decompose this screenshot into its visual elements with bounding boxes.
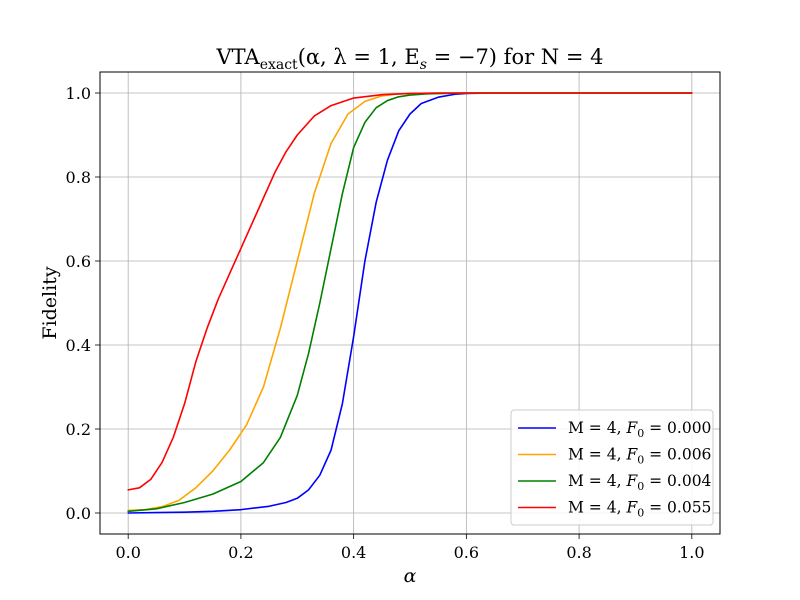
y-tick-label: 0.6 [66, 252, 91, 271]
plot-frame [99, 71, 721, 535]
legend-box [510, 409, 714, 526]
x-tick-label: 1.0 [679, 543, 704, 562]
chart-title: VTAexact(α, λ = 1, Es = −7) for N = 4 [215, 45, 603, 73]
legend-label: M = 4, F0 = 0.000 [568, 419, 711, 440]
chart-title-prefix: VTA [215, 45, 260, 69]
x-tick-label: 0.0 [115, 543, 140, 562]
x-axis-label: α [404, 565, 417, 587]
y-axis-label: Fidelity [39, 266, 61, 339]
legend-label: M = 4, F0 = 0.004 [568, 472, 712, 493]
chart-title-params-subscript: s [420, 57, 427, 73]
series-line-4 [127, 92, 693, 491]
ticks: 0.0 0.2 0.4 0.6 0.8 1.0 0.0 0.2 0.4 0.6 0.8 1.0 [66, 84, 705, 562]
legend-label: M = 4, F0 = 0.006 [568, 446, 711, 467]
x-tick-label: 0.4 [341, 543, 366, 562]
legend: M = 4, F0 = 0.000 M = 4, F0 = 0.006 M = 4,… [510, 409, 714, 526]
y-tick-label: 0.8 [66, 168, 91, 187]
x-tick-label: 0.2 [228, 543, 253, 562]
chart-title-params: (α, λ = 1, E [298, 45, 420, 69]
y-tick-label: 0.0 [66, 504, 91, 523]
x-tick-label: 0.6 [454, 543, 479, 562]
y-tick-label: 0.2 [66, 420, 91, 439]
chart-title-params-end: = −7) for N = 4 [427, 45, 604, 69]
y-tick-label: 1.0 [66, 84, 91, 103]
y-tick-label: 0.4 [66, 336, 91, 355]
series-lines [127, 92, 693, 514]
chart-title-subscript: exact [260, 57, 298, 73]
legend-label: M = 4, F0 = 0.055 [568, 499, 711, 520]
x-tick-label: 0.8 [566, 543, 591, 562]
